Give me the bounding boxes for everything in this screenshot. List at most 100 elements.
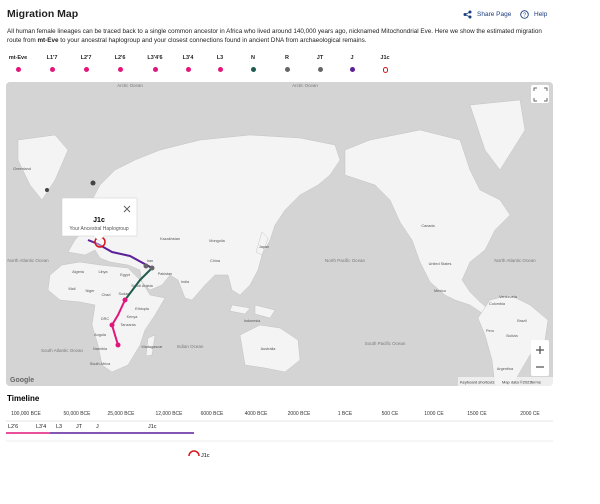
map-label: Mongolia <box>209 239 225 243</box>
haplogroup-label: J <box>350 55 354 61</box>
lineage-label: J1c <box>148 424 157 430</box>
haplogroup-dot <box>349 67 355 72</box>
route-point[interactable] <box>115 342 121 348</box>
map-label: DRC <box>101 317 109 321</box>
haplogroup-dot <box>382 67 388 73</box>
map-label: Colombia <box>489 302 506 306</box>
keyboard-shortcuts[interactable]: Keyboard shortcuts <box>460 380 494 385</box>
map-label: Greenland <box>13 167 31 171</box>
timeline-tick-label: 100,000 BCE <box>11 411 41 417</box>
haplogroup-dot <box>217 67 223 72</box>
haplogroup-dot <box>284 67 290 72</box>
haplogroup-label: R <box>285 55 289 61</box>
haplogroup-label: N <box>251 55 255 61</box>
popup-close[interactable] <box>123 205 131 213</box>
page-title: Migration Map <box>7 8 79 20</box>
lineage-label: J <box>96 424 99 430</box>
route-segment <box>124 267 153 301</box>
map-terms[interactable]: Terms <box>530 380 541 385</box>
map-label: Pakistan <box>158 272 173 276</box>
map-label: Chad <box>101 293 110 297</box>
map-logo: Google <box>10 377 34 384</box>
map-label: China <box>210 259 221 263</box>
route-segment <box>110 299 126 346</box>
map-label: Kenya <box>127 315 139 319</box>
map-label: Argentina <box>497 367 514 371</box>
popup-title: J1c <box>93 217 105 224</box>
share-link[interactable]: Share Page <box>477 11 512 18</box>
fullscreen-button[interactable] <box>531 85 549 103</box>
timeline-tick-label: 500 CE <box>381 411 399 417</box>
haplogroup-dot <box>15 67 21 72</box>
map-label: Brazil <box>517 319 527 323</box>
route-point[interactable] <box>122 297 128 303</box>
description: All human female lineages can be traced … <box>7 28 547 45</box>
timeline-title: Timeline <box>7 394 40 403</box>
zoom-controls[interactable] <box>531 340 549 376</box>
map-label: Namibia <box>93 347 108 351</box>
map-label: Madagascar <box>142 345 164 349</box>
map-label: Niger <box>85 289 95 293</box>
map-label: North Atlantic Ocean <box>494 258 536 263</box>
map-label: United States <box>429 262 452 266</box>
haplogroup-label: L1'7 <box>46 55 58 61</box>
popup-subtitle: Your Ancestral Haplogroup <box>69 226 129 232</box>
help-link[interactable]: Help <box>534 11 548 18</box>
timeline-tick-label: 1500 CE <box>467 411 487 417</box>
map-label: Australia <box>261 347 277 351</box>
route-point[interactable] <box>149 265 155 271</box>
description-text: All human female lineages can be traced … <box>7 28 542 44</box>
map-label: South Africa <box>90 362 111 366</box>
haplogroup-label: J1c <box>380 55 390 61</box>
map-label: Mexico <box>434 289 446 293</box>
haplogroup-dot <box>317 67 323 72</box>
map-label: Indonesia <box>244 319 261 323</box>
map-label: Indian Ocean <box>177 344 204 349</box>
lineage-label: JT <box>76 424 83 430</box>
map-labels: Arctic Ocean Arctic Ocean Greenland Canada U… <box>7 83 536 371</box>
haplogroup-label: L3'4'6 <box>147 55 163 61</box>
timeline-tick-label: 12,000 BCE <box>155 411 183 417</box>
map-label: Ethiopia <box>135 307 150 311</box>
help-icon[interactable]: ? <box>520 10 529 19</box>
timeline-tick-label: 4000 BCE <box>244 411 268 417</box>
lineage-label: L3'4 <box>36 424 47 430</box>
haplogroup-dot <box>83 67 89 72</box>
sample-marker[interactable] <box>45 188 49 192</box>
map-label: Egypt <box>120 273 131 277</box>
lineage-label: L2'6 <box>8 424 19 430</box>
map-attribution: Map data ©2023 <box>502 380 532 385</box>
route-point[interactable] <box>143 263 149 269</box>
svg-text:?: ? <box>523 13 526 19</box>
lineage-label: L3 <box>56 424 63 430</box>
timeline-tick-label: 50,000 BCE <box>63 411 91 417</box>
route-point[interactable] <box>109 322 115 328</box>
map-label: Tanzania <box>120 323 136 327</box>
map-label: North Atlantic Ocean <box>7 258 49 263</box>
map-label: Angola <box>94 333 107 337</box>
map-label: Arctic Ocean <box>117 83 143 88</box>
map-label: South Pacific Ocean <box>365 341 406 346</box>
map-label: Libya <box>98 270 108 274</box>
sample-marker[interactable] <box>90 180 96 186</box>
map-label: Peru <box>486 329 494 333</box>
description-bold: mt-Eve <box>37 36 59 44</box>
haplogroup-dot <box>49 67 55 72</box>
haplogroup-label: mt-Eve <box>8 55 28 61</box>
haplogroup-dot <box>185 67 191 72</box>
share-icon[interactable] <box>463 10 472 19</box>
haplogroup-label: L3 <box>216 55 224 61</box>
map-label: Kazakhstan <box>160 237 180 241</box>
map-label: Sudan <box>119 292 130 296</box>
haplogroup-dot <box>250 67 256 72</box>
timeline-marker[interactable] <box>188 450 200 457</box>
map-label: Canada <box>421 224 435 228</box>
popup: J1c Your Ancestral Haplogroup <box>61 197 138 242</box>
map-label: Japan <box>259 245 269 249</box>
map-label: Saudi Arabia <box>131 284 153 288</box>
map-label: Venezuela <box>499 295 518 299</box>
timeline-tick-label: 1 BCE <box>337 411 353 417</box>
map-label: Arctic Ocean <box>292 83 318 88</box>
